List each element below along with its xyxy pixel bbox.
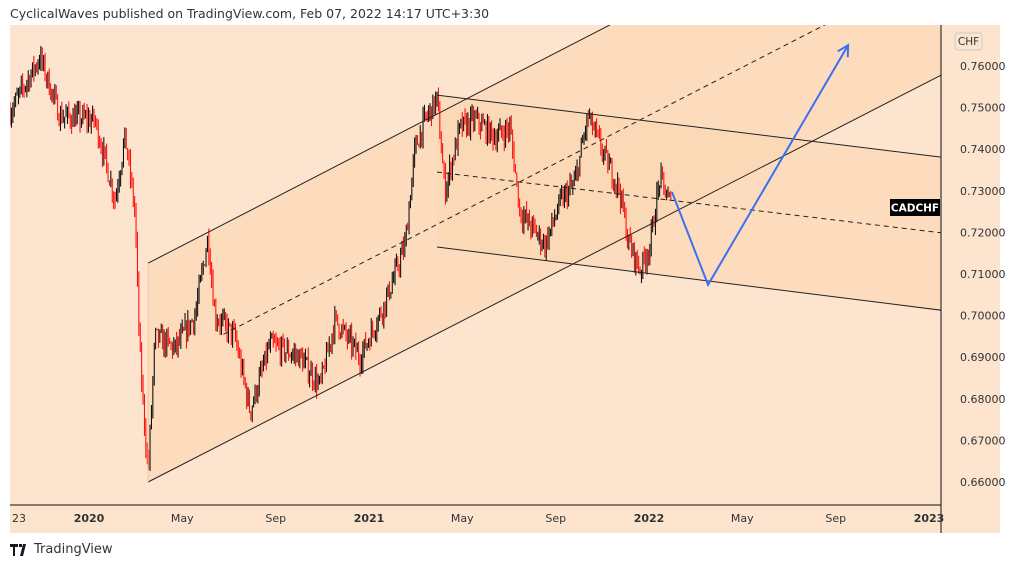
price-tick-label: 0.75000: [960, 102, 1006, 115]
descending-channel-lower: [436, 246, 941, 311]
descending-channel-median: [436, 171, 941, 234]
price-tick-label: 0.70000: [960, 310, 1006, 323]
price-tick-label: 0.66000: [960, 476, 1006, 489]
price-tick-label: 0.67000: [960, 434, 1006, 447]
publish-header: CyclicalWaves published on TradingView.c…: [10, 6, 490, 21]
price-tick-label: 0.76000: [960, 60, 1006, 73]
time-tick-label: 2020: [74, 512, 105, 525]
projection-path: [671, 44, 849, 288]
plot-area: [10, 25, 941, 483]
price-tick-label: 0.68000: [960, 393, 1006, 406]
price-tick-label: 0.69000: [960, 351, 1006, 364]
time-tick-label: Sep: [825, 512, 846, 525]
ascending-channel-median: [223, 25, 826, 335]
descending-channel-upper: [436, 94, 941, 158]
symbol-label: CADCHF: [891, 203, 939, 215]
price-tick-label: 0.71000: [960, 268, 1006, 281]
time-tick-label: 2022: [634, 512, 665, 525]
price-tick-label: 0.74000: [960, 143, 1006, 156]
price-tick-label: 0.73000: [960, 185, 1006, 198]
tradingview-logo[interactable]: TradingView: [10, 542, 113, 557]
time-tick-label: May: [731, 512, 754, 525]
ascending-channel-lower: [147, 74, 941, 483]
time-tick-label: May: [171, 512, 194, 525]
time-tick-label: 23: [12, 512, 26, 525]
tradingview-logo-text: TradingView: [34, 542, 113, 557]
time-axis: [10, 505, 1000, 533]
ascending-channel-upper: [147, 25, 611, 264]
currency-label: CHF: [958, 36, 979, 48]
time-tick-label: Sep: [265, 512, 286, 525]
currency-badge: [954, 32, 983, 51]
projection-arrowhead: [837, 43, 850, 58]
tradingview-logo-icon: [10, 543, 26, 556]
time-tick-label: Sep: [545, 512, 566, 525]
time-tick-label: 2023: [914, 512, 945, 525]
symbol-badge: [890, 199, 940, 216]
time-tick-label: 2021: [354, 512, 385, 525]
price-tick-label: 0.72000: [960, 226, 1006, 239]
time-tick-label: May: [451, 512, 474, 525]
